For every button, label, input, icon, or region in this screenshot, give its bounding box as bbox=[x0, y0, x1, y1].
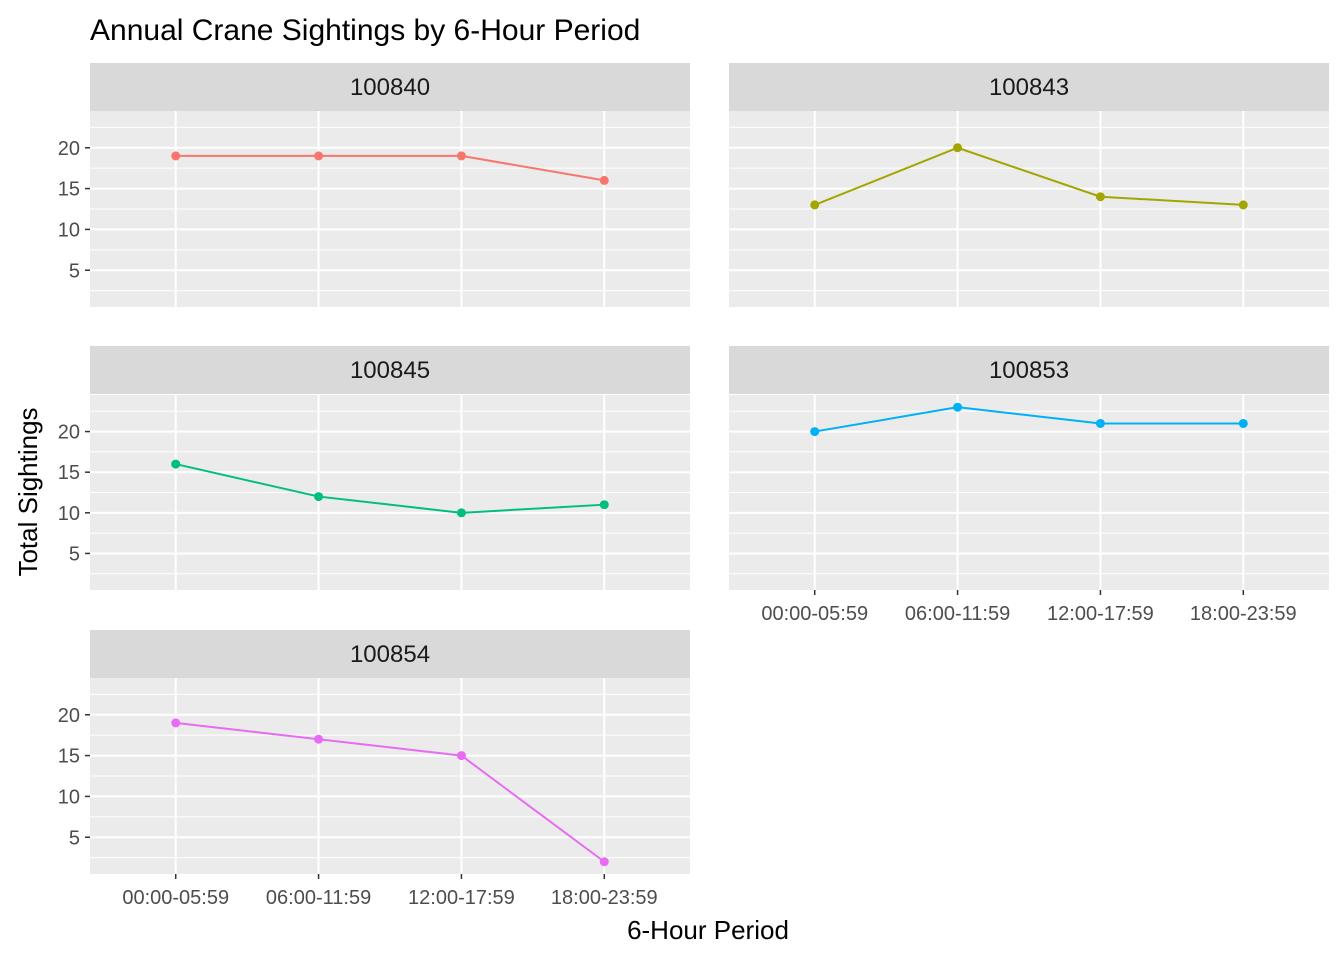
data-point-100840 bbox=[456, 151, 466, 161]
y-tick-label: 15 bbox=[58, 179, 80, 201]
series-line-100843 bbox=[814, 146, 1244, 206]
x-tick-label: 06:00-11:59 bbox=[266, 887, 371, 909]
x-tick-label: 00:00-05:59 bbox=[122, 887, 229, 909]
data-point-100840 bbox=[314, 151, 324, 161]
y-tick-label: 15 bbox=[58, 746, 80, 768]
y-tick-label: 10 bbox=[58, 503, 80, 525]
y-tick-label: 5 bbox=[69, 543, 80, 565]
x-tick-label: 18:00-23:59 bbox=[1190, 603, 1297, 625]
data-point-100854 bbox=[171, 718, 181, 728]
y-tick-label: 20 bbox=[58, 705, 80, 727]
facet-strip-100843 bbox=[729, 63, 1329, 111]
series-line-100840 bbox=[175, 154, 605, 182]
facet-panels: 100840 5 10 15 20 100843 100845 5 10 15 20 100853 00… bbox=[58, 63, 1329, 909]
data-point-100845 bbox=[314, 492, 324, 502]
y-tick-label: 5 bbox=[69, 260, 80, 282]
data-point-100853 bbox=[1238, 418, 1248, 428]
data-point-100853 bbox=[810, 427, 820, 437]
series-line-100853 bbox=[814, 406, 1244, 433]
facet-label-100845: 100845 bbox=[350, 357, 430, 384]
facet-strip-100854 bbox=[90, 630, 690, 678]
data-point-100854 bbox=[599, 857, 609, 867]
data-point-100854 bbox=[314, 734, 324, 744]
data-point-100840 bbox=[599, 175, 609, 185]
x-tick-label: 18:00-23:59 bbox=[551, 887, 658, 909]
facet-label-100853: 100853 bbox=[989, 357, 1069, 384]
facet-label-100843: 100843 bbox=[989, 74, 1069, 101]
facet-label-100840: 100840 bbox=[350, 74, 430, 101]
facet-label-100854: 100854 bbox=[350, 641, 430, 668]
data-point-100854 bbox=[456, 751, 466, 761]
x-tick-label: 00:00-05:59 bbox=[761, 603, 868, 625]
y-tick-label: 15 bbox=[58, 462, 80, 484]
facet-strip-100840 bbox=[90, 63, 690, 111]
data-point-100853 bbox=[953, 402, 963, 412]
data-point-100845 bbox=[456, 508, 466, 518]
x-tick-label: 12:00-17:59 bbox=[408, 887, 515, 909]
y-tick-label: 10 bbox=[58, 786, 80, 808]
facet-strip-100845 bbox=[90, 346, 690, 394]
x-tick-label: 06:00-11:59 bbox=[905, 603, 1010, 625]
data-point-100840 bbox=[171, 151, 181, 161]
y-tick-label: 20 bbox=[58, 422, 80, 444]
data-point-100853 bbox=[1095, 418, 1105, 428]
data-point-100845 bbox=[599, 500, 609, 510]
y-tick-label: 5 bbox=[69, 827, 80, 849]
y-axis-title: Total Sightings bbox=[13, 407, 43, 576]
data-point-100843 bbox=[1238, 200, 1248, 210]
data-point-100843 bbox=[810, 200, 820, 210]
series-line-100854 bbox=[175, 721, 605, 863]
x-axis-title: 6-Hour Period bbox=[627, 915, 789, 945]
chart-title: Annual Crane Sightings by 6-Hour Period bbox=[90, 14, 640, 47]
y-tick-label: 20 bbox=[58, 138, 80, 160]
data-point-100843 bbox=[1095, 192, 1105, 202]
facet-strip-100853 bbox=[729, 346, 1329, 394]
series-line-100845 bbox=[175, 463, 605, 514]
data-point-100843 bbox=[953, 143, 963, 153]
data-point-100845 bbox=[171, 459, 181, 469]
x-tick-label: 12:00-17:59 bbox=[1047, 603, 1154, 625]
y-tick-label: 10 bbox=[58, 219, 80, 241]
